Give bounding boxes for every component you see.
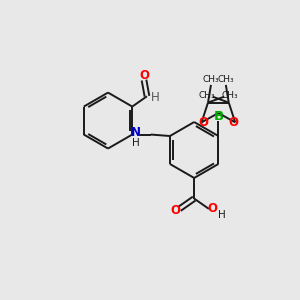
Text: O: O: [139, 69, 149, 82]
Text: H: H: [151, 91, 160, 104]
Text: H: H: [218, 210, 226, 220]
Text: CH₃: CH₃: [202, 74, 219, 83]
Text: O: O: [229, 116, 239, 129]
Text: N: N: [131, 126, 141, 139]
Text: O: O: [207, 202, 218, 215]
Text: O: O: [171, 204, 181, 217]
Text: H: H: [132, 138, 140, 148]
Text: CH₃: CH₃: [221, 91, 238, 100]
Text: O: O: [198, 116, 208, 129]
Text: B: B: [213, 110, 224, 123]
Text: CH₃: CH₃: [199, 91, 216, 100]
Text: CH₃: CH₃: [218, 74, 234, 83]
